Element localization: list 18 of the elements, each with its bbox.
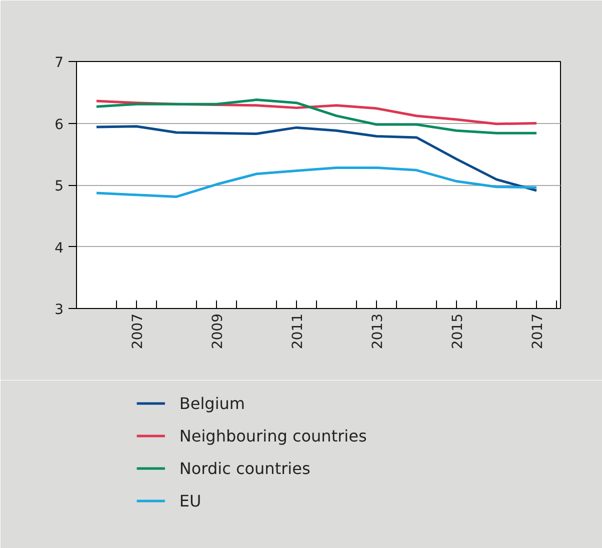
x-tick-label: 2017 xyxy=(530,313,546,350)
y-tick-label: 7 xyxy=(54,55,64,71)
legend-label: Nordic countries xyxy=(179,459,310,478)
x-tick-label: 2009 xyxy=(210,313,226,350)
line-series xyxy=(95,125,538,192)
x-tick-label: 2007 xyxy=(130,313,146,350)
legend-label: Belgium xyxy=(179,394,246,413)
x-tick-label: 2015 xyxy=(450,313,466,350)
y-tick-label: 6 xyxy=(54,116,64,133)
line-series xyxy=(95,98,538,134)
y-tick-label: 4 xyxy=(54,240,64,256)
line-series xyxy=(95,166,538,198)
legend-label: EU xyxy=(179,492,202,510)
x-tick-label: 2013 xyxy=(370,313,386,350)
x-tick-label: 2011 xyxy=(290,313,306,350)
y-tick-label: 5 xyxy=(54,178,64,194)
y-tick-label: 3 xyxy=(54,302,64,318)
legend-label: Neighbouring countries xyxy=(179,426,367,446)
